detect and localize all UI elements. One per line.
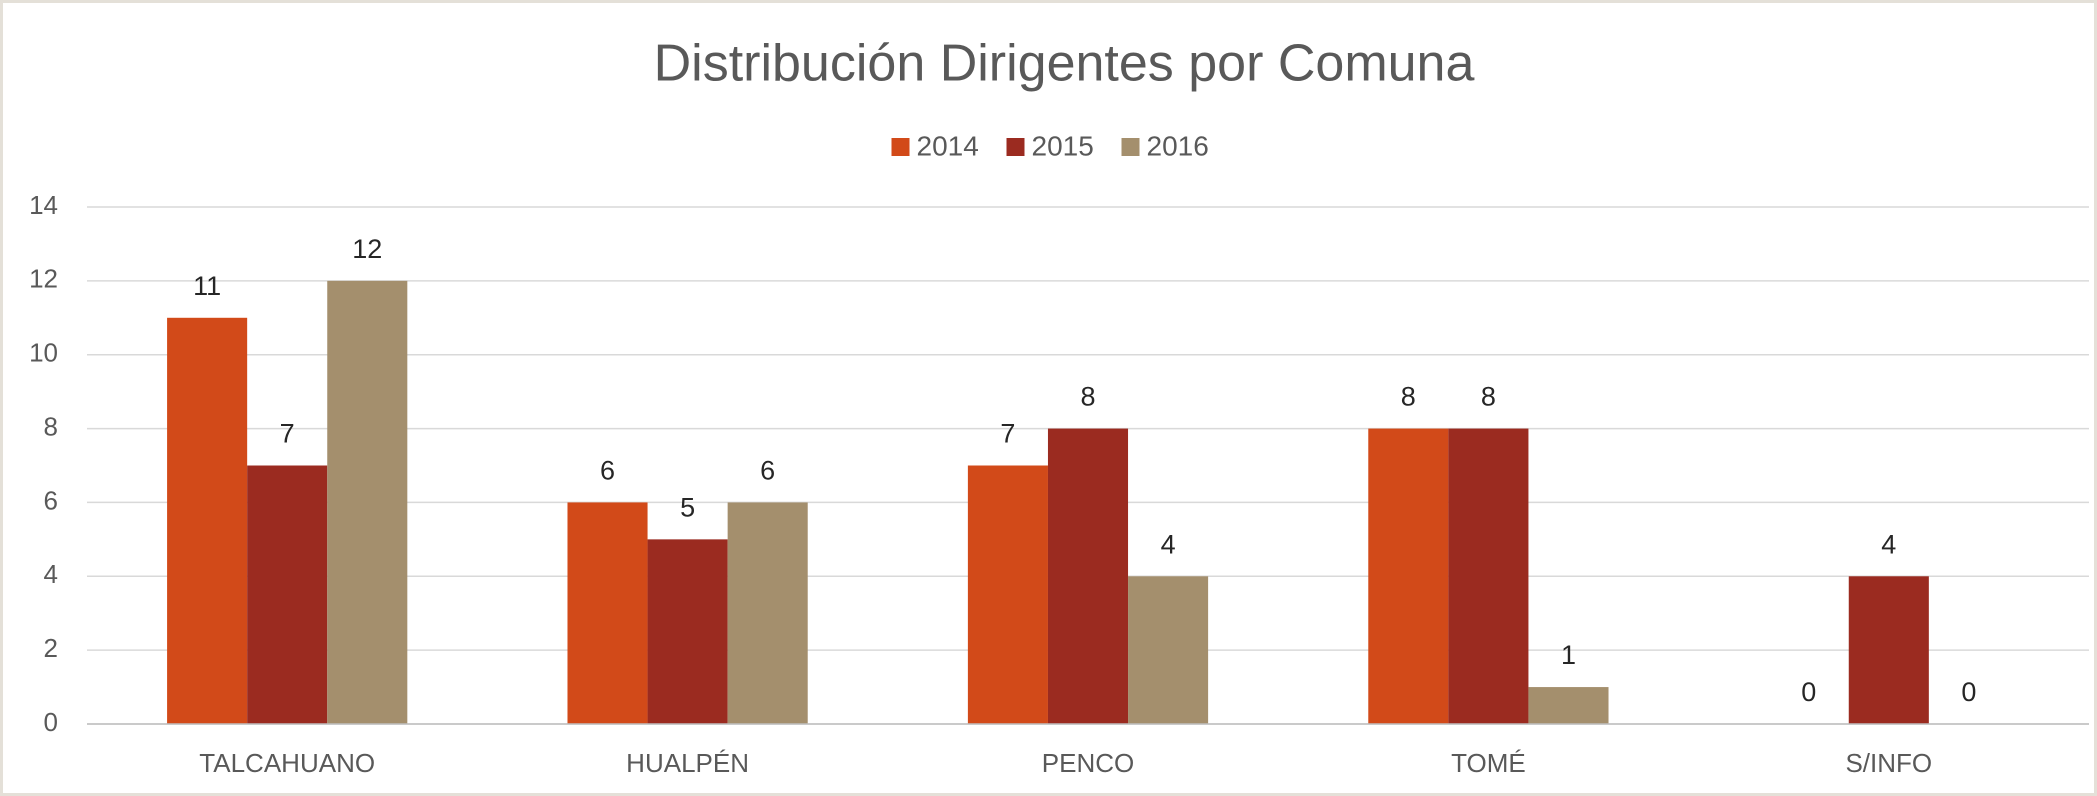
y-tick-label: 2 <box>44 633 58 663</box>
y-tick-label: 8 <box>44 411 58 441</box>
legend-label: 2015 <box>1032 130 1094 161</box>
legend-label: 2016 <box>1147 130 1209 161</box>
bar <box>167 317 248 724</box>
data-label: 6 <box>600 456 615 486</box>
data-label: 7 <box>280 419 295 449</box>
y-tick-label: 6 <box>44 485 58 515</box>
y-tick-label: 0 <box>44 707 58 737</box>
bar <box>247 465 328 724</box>
bar <box>727 502 808 724</box>
bar <box>1368 428 1449 724</box>
legend-swatch <box>891 138 910 156</box>
bar <box>1848 576 1929 724</box>
y-tick-label: 4 <box>44 559 58 589</box>
x-tick-label: TALCAHUANO <box>199 748 375 778</box>
y-tick-label: 10 <box>29 338 58 368</box>
legend-swatch <box>1121 138 1140 156</box>
x-tick-label: PENCO <box>1042 748 1134 778</box>
bar <box>1528 687 1609 724</box>
y-tick-label: 14 <box>29 190 58 220</box>
x-tick-label: HUALPÉN <box>626 748 749 778</box>
x-tick-label: TOMÉ <box>1451 748 1526 778</box>
data-label: 5 <box>680 492 695 522</box>
bar <box>1047 428 1129 724</box>
data-label: 4 <box>1161 529 1176 559</box>
x-tick-label: S/INFO <box>1845 748 1932 778</box>
bar <box>647 539 728 724</box>
chart-title: Distribución Dirigentes por Comuna <box>654 35 1475 93</box>
data-label: 8 <box>1481 382 1496 412</box>
bar <box>967 465 1048 724</box>
data-label: 12 <box>352 234 382 264</box>
data-label: 8 <box>1401 382 1416 412</box>
legend-swatch <box>1006 138 1025 156</box>
data-label: 1 <box>1561 640 1576 670</box>
bar <box>567 502 648 724</box>
data-label: 0 <box>1961 677 1976 707</box>
bar <box>327 280 408 724</box>
data-label: 0 <box>1801 677 1816 707</box>
bar <box>1448 428 1529 724</box>
data-label: 6 <box>760 456 775 486</box>
legend-label: 2014 <box>917 130 979 161</box>
data-label: 4 <box>1881 529 1896 559</box>
data-label: 7 <box>1000 419 1015 449</box>
data-label: 11 <box>193 271 221 301</box>
data-label: 8 <box>1080 382 1095 412</box>
bar <box>1128 576 1209 724</box>
y-tick-label: 12 <box>29 264 58 294</box>
